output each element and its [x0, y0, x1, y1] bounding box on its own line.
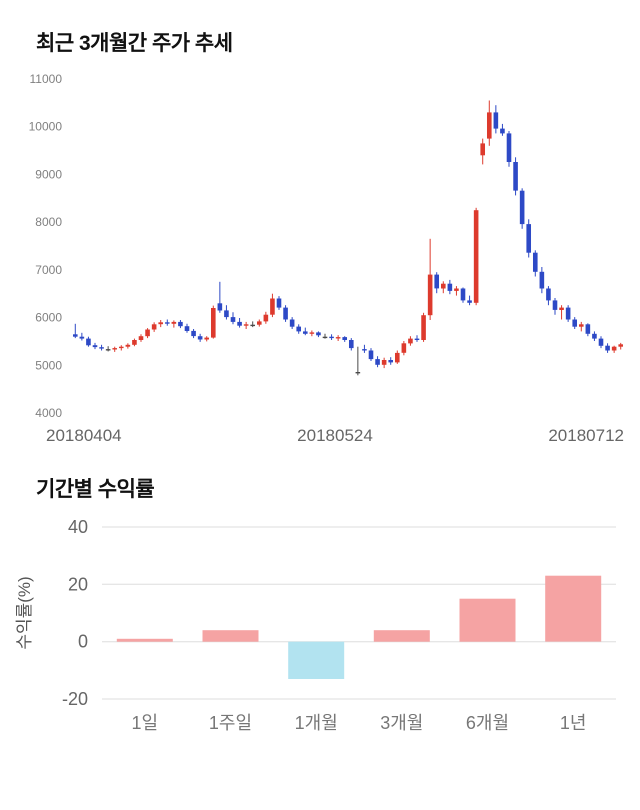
- svg-text:7000: 7000: [35, 263, 62, 277]
- svg-text:40: 40: [68, 517, 88, 537]
- svg-text:1개월: 1개월: [295, 713, 338, 733]
- stock-detail-page: 최근 3개월간 주가 추세 4000 5000 6000 7000 8000 9000 10…: [10, 32, 640, 748]
- returns-chart-title: 기간별 수익률: [36, 478, 155, 501]
- svg-text:10000: 10000: [29, 120, 63, 134]
- x-axis-label-start: 20180404: [46, 426, 122, 445]
- candlestick-chart-svg: 4000 5000 6000 7000 8000 9000 10000 11000: [29, 72, 624, 420]
- svg-text:5000: 5000: [35, 358, 62, 372]
- x-axis-label-end: 20180712: [548, 426, 624, 445]
- svg-text:6개월: 6개월: [466, 713, 509, 733]
- svg-text:20: 20: [68, 574, 88, 594]
- svg-text:수익률(%): 수익률(%): [15, 576, 34, 649]
- svg-text:6000: 6000: [35, 311, 62, 325]
- price-chart: 4000 5000 6000 7000 8000 9000 10000 11000 20180…: [10, 69, 640, 446]
- svg-text:1년: 1년: [560, 713, 587, 733]
- svg-text:8000: 8000: [35, 215, 62, 229]
- price-chart-x-axis: 20180404 20180524 20180712: [46, 426, 624, 446]
- x-axis-label-mid: 20180524: [297, 426, 373, 445]
- svg-text:4000: 4000: [35, 406, 62, 420]
- svg-text:1주일: 1주일: [209, 713, 252, 733]
- returns-chart: 40 20 0 -20 수익률(%) 1일 1주일 1개월 3개월 6개월 1년: [10, 515, 640, 748]
- svg-text:0: 0: [78, 632, 88, 652]
- svg-text:-20: -20: [62, 689, 88, 709]
- price-chart-title: 최근 3개월간 주가 추세: [36, 32, 233, 55]
- returns-bar-chart-svg: 40 20 0 -20 수익률(%) 1일 1주일 1개월 3개월 6개월 1년: [15, 517, 616, 733]
- svg-text:11000: 11000: [30, 72, 63, 86]
- svg-text:3개월: 3개월: [380, 713, 423, 733]
- svg-text:9000: 9000: [35, 167, 62, 181]
- svg-text:1일: 1일: [132, 713, 159, 733]
